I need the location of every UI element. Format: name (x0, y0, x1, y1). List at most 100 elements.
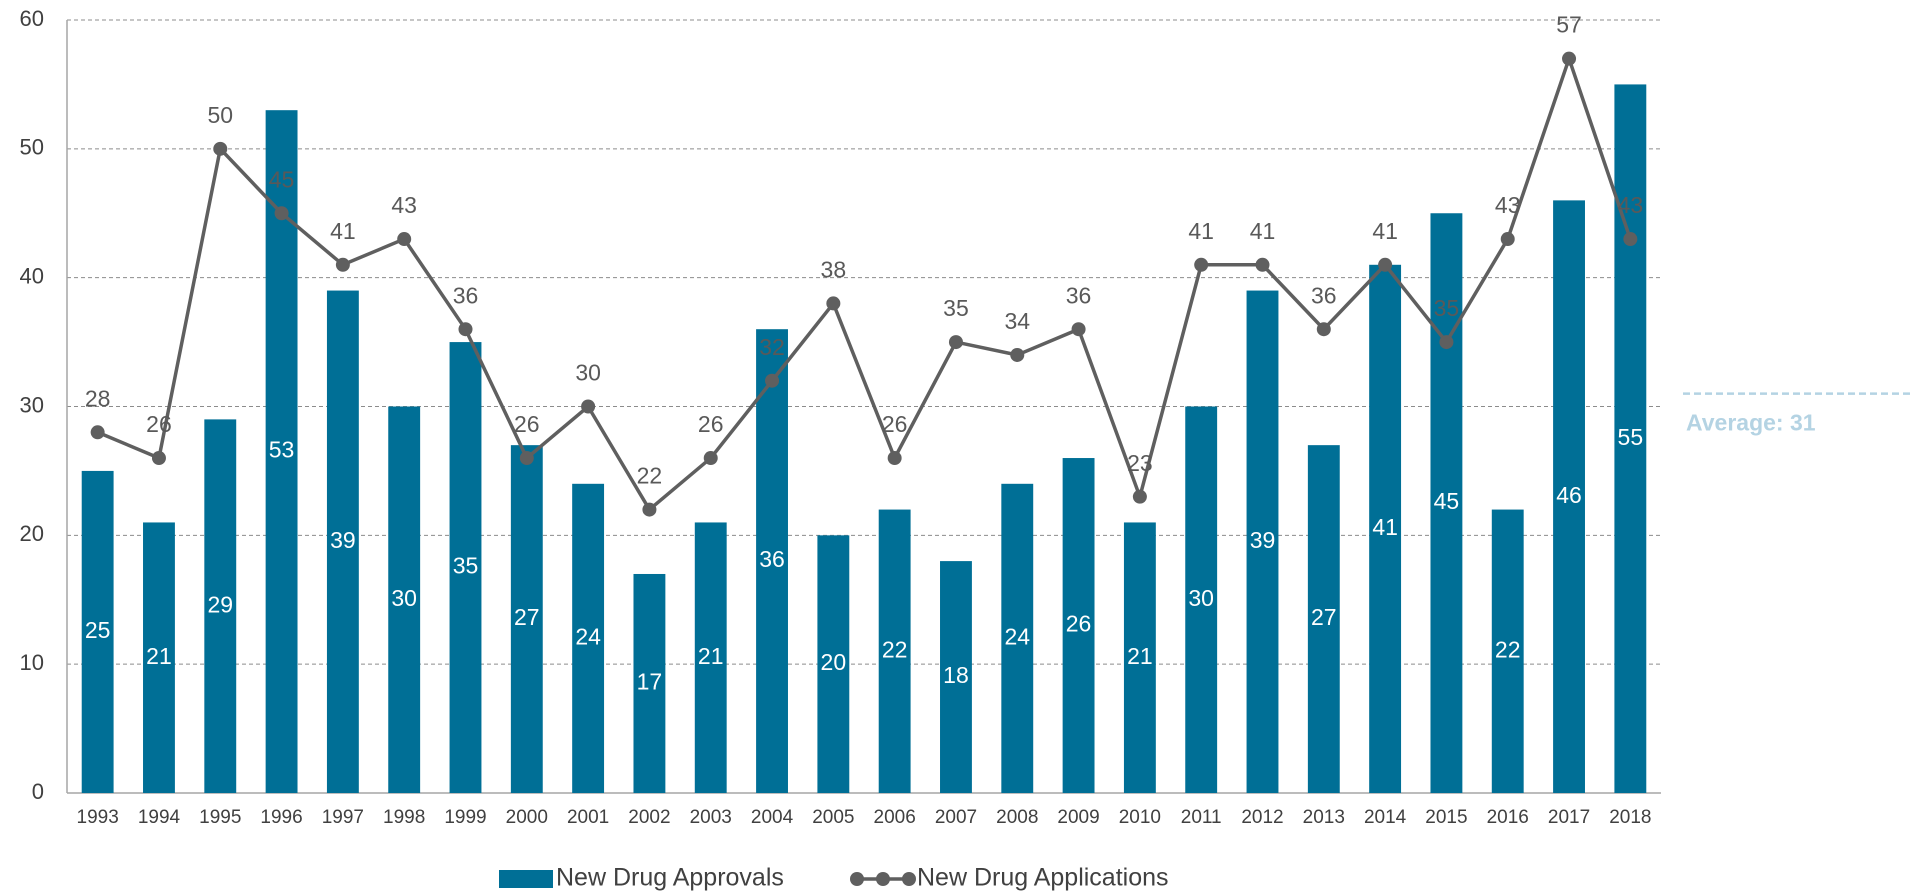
line-value-label: 22 (637, 463, 663, 489)
x-tick-label: 2018 (1609, 807, 1651, 828)
bar-value-label: 25 (85, 617, 111, 643)
line-point (1439, 335, 1454, 350)
x-tick-label: 2002 (628, 807, 670, 828)
line-value-label: 35 (1434, 295, 1460, 321)
line-point (1500, 232, 1515, 247)
line-point (1378, 257, 1393, 272)
bar (388, 406, 421, 793)
bar (1307, 445, 1340, 793)
line-value-label: 26 (146, 411, 172, 437)
line-point (397, 232, 412, 247)
bar-value-label: 20 (821, 649, 847, 675)
line-point (519, 451, 534, 466)
line-value-label: 43 (1618, 192, 1644, 218)
x-tick-label: 2007 (935, 807, 977, 828)
line (96, 53, 1633, 513)
bar (633, 573, 666, 793)
x-tick-label: 1998 (383, 807, 425, 828)
y-tick-label: 60 (20, 6, 44, 31)
bar (1123, 522, 1156, 793)
bar-value-label: 17 (637, 669, 663, 695)
bar (1369, 264, 1402, 793)
line-point (458, 322, 473, 337)
bar (1246, 290, 1279, 793)
bar-value-label: 27 (1311, 604, 1337, 630)
x-tick-label: 1996 (260, 807, 302, 828)
x-tick-label: 2012 (1241, 807, 1283, 828)
bar (326, 290, 359, 793)
bar-value-label: 27 (514, 604, 540, 630)
legend-swatch (850, 872, 864, 886)
line-value-label: 32 (759, 334, 785, 360)
x-tick-label: 2017 (1548, 807, 1590, 828)
line-point (1071, 322, 1086, 337)
average-label: Average: 31 (1686, 410, 1816, 436)
line-point (335, 257, 350, 272)
x-tick-label: 2009 (1057, 807, 1099, 828)
bar-value-label: 39 (1250, 527, 1276, 553)
line-value-label: 35 (943, 295, 969, 321)
x-tick-label: 2010 (1119, 807, 1161, 828)
bar (510, 445, 543, 793)
line-point (1132, 489, 1147, 504)
bar (143, 522, 175, 793)
bar (572, 483, 605, 793)
x-tick-label: 2004 (751, 807, 794, 828)
legend-label: New Drug Applications (917, 864, 1169, 892)
line-value-label: 34 (1004, 308, 1030, 334)
legend-swatch (902, 872, 916, 886)
line-value-label: 41 (330, 218, 356, 244)
bar-value-label: 55 (1618, 424, 1644, 450)
line-point (1316, 322, 1331, 337)
x-tick-label: 1995 (199, 807, 241, 828)
line-point (151, 451, 166, 466)
x-tick-label: 2008 (996, 807, 1038, 828)
bar (878, 509, 911, 793)
bar (81, 470, 114, 793)
x-tick-label: 2001 (567, 807, 609, 828)
bar-value-label: 36 (759, 546, 785, 572)
bar (940, 561, 972, 793)
x-tick-label: 1994 (138, 807, 181, 828)
bar-value-label: 21 (1127, 643, 1153, 669)
line-point (1623, 232, 1638, 247)
line-value-label: 41 (1372, 218, 1398, 244)
bar (1001, 483, 1034, 793)
bar (1491, 509, 1524, 793)
line-value-label: 57 (1556, 12, 1582, 38)
bar-value-label: 22 (882, 636, 908, 662)
x-tick-label: 2014 (1364, 807, 1407, 828)
line-value-label: 28 (85, 385, 111, 411)
bar (756, 329, 788, 793)
x-tick-label: 2003 (690, 807, 732, 828)
bar-value-label: 21 (698, 643, 724, 669)
bar-value-label: 30 (1188, 585, 1214, 611)
y-tick-label: 30 (20, 392, 44, 417)
line-point (703, 451, 718, 466)
x-tick-label: 2013 (1303, 807, 1345, 828)
line-point (1194, 257, 1209, 272)
line-value-label: 26 (698, 411, 724, 437)
x-tick-label: 2006 (874, 807, 916, 828)
bar-value-label: 35 (453, 553, 479, 579)
legend-swatch (876, 872, 890, 886)
line-point (90, 425, 105, 440)
line-value-label: 23 (1127, 450, 1153, 476)
x-tick-label: 2011 (1181, 807, 1222, 828)
line-point (213, 141, 228, 156)
line-value-label: 30 (575, 360, 601, 386)
bar (204, 419, 237, 793)
line-value-label: 26 (514, 411, 540, 437)
x-tick-label: 1993 (77, 807, 119, 828)
line-value-label: 43 (1495, 192, 1521, 218)
bar (1185, 406, 1218, 793)
line-point (274, 206, 289, 221)
bar-value-label: 18 (943, 662, 969, 688)
bar-value-label: 21 (146, 643, 172, 669)
line-point (581, 399, 596, 414)
bar-value-label: 22 (1495, 636, 1521, 662)
legend-label: New Drug Approvals (556, 864, 784, 892)
x-tick-label: 1999 (444, 807, 486, 828)
bar-value-label: 24 (575, 623, 601, 649)
line-value-label: 45 (269, 166, 295, 192)
